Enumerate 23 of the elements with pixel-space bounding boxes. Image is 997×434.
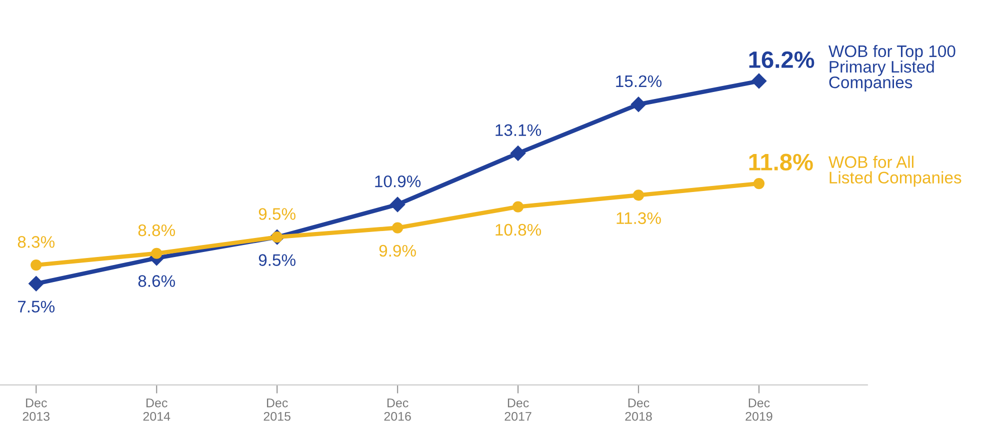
text: WOB for All Listed Companies xyxy=(828,156,962,187)
data-label: 16.2% xyxy=(749,51,814,68)
data-label: 13.1% xyxy=(496,124,542,136)
data-label: 9.5% xyxy=(258,208,296,220)
data-label: 10.9% xyxy=(375,175,421,188)
data-label: 8.8% xyxy=(138,224,176,236)
data-label: 11.8% xyxy=(749,154,813,171)
data-label: 8.6% xyxy=(138,275,176,287)
data-label: 15.2% xyxy=(616,75,662,88)
data-label: 10.8% xyxy=(496,224,542,236)
data-label: 11.3% xyxy=(616,212,661,224)
data-label: 8.3% xyxy=(18,236,55,248)
text: WOB for Top 100 Primary Listed Companies xyxy=(828,44,956,92)
data-label: 7.5% xyxy=(18,300,55,313)
data-label: 9.5% xyxy=(258,254,296,266)
data-label: 9.9% xyxy=(379,244,416,257)
x-tick-label: Dec 2018 xyxy=(625,398,652,421)
x-tick-label: Dec 2013 xyxy=(22,398,50,421)
x-tick-label: Dec 2017 xyxy=(504,398,532,421)
x-tick-label: Dec 2014 xyxy=(143,398,170,421)
x-tick-label: Dec 2015 xyxy=(264,398,290,421)
x-tick-label: Dec 2016 xyxy=(384,398,411,421)
x-tick-label: Dec 2019 xyxy=(746,398,772,421)
